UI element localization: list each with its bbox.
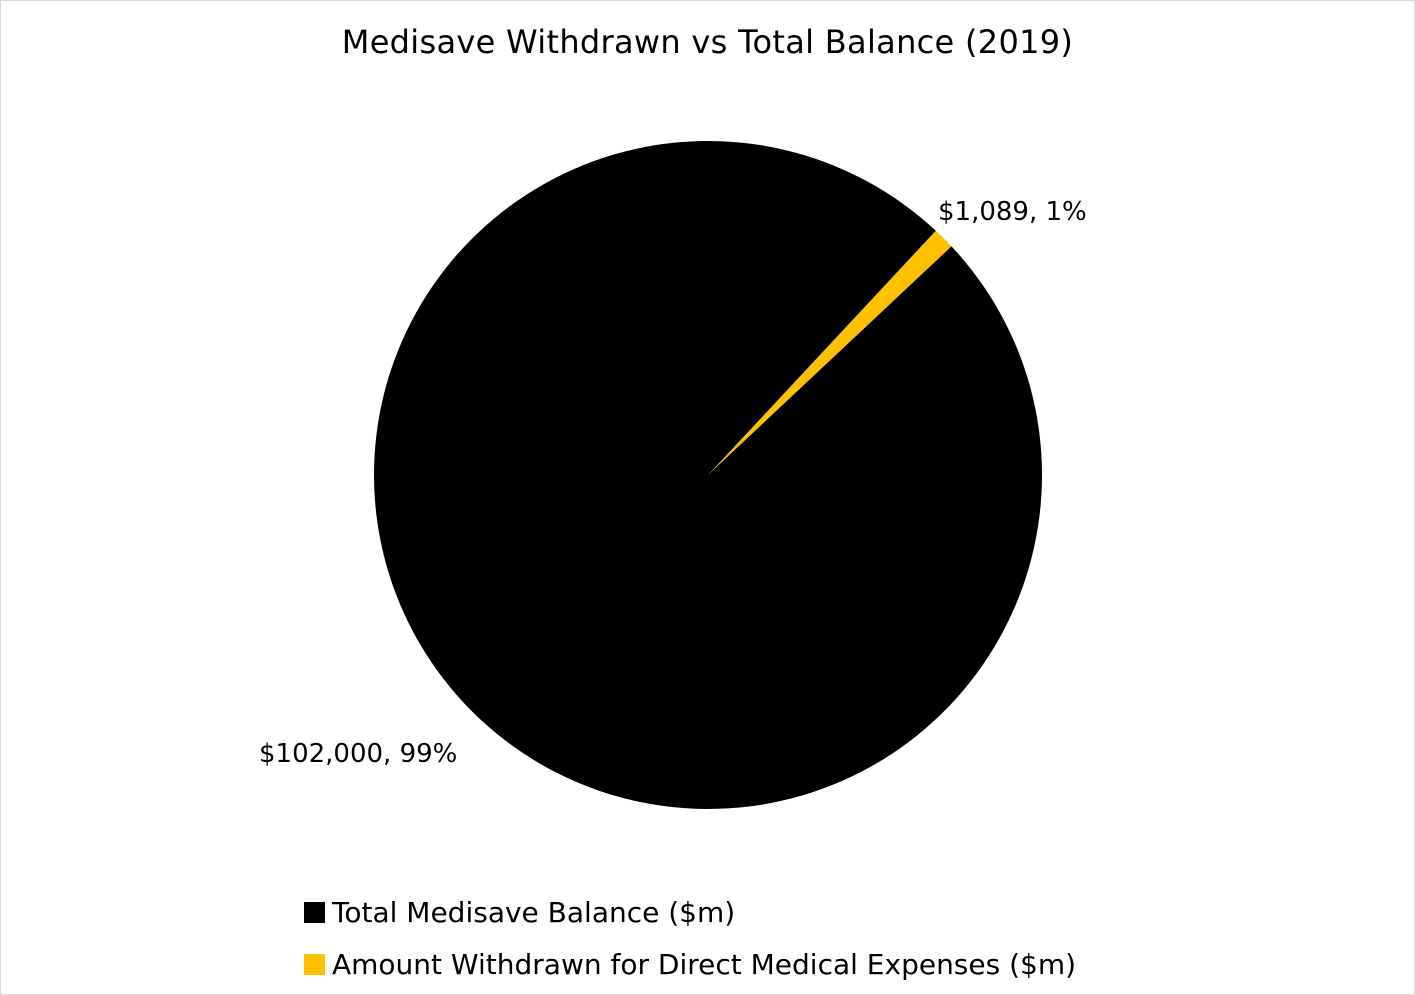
- chart-title: Medisave Withdrawn vs Total Balance (201…: [341, 23, 1074, 61]
- legend-swatch-withdrawn: [304, 953, 325, 975]
- pie-labels: $1,089, 1% $102,000, 99%: [259, 197, 1087, 769]
- legend-label-withdrawn: Amount Withdrawn for Direct Medical Expe…: [332, 947, 1077, 981]
- legend-item-total-balance: Total Medisave Balance ($m): [304, 886, 1076, 938]
- pie-slices: [373, 140, 1042, 809]
- legend-item-withdrawn: Amount Withdrawn for Direct Medical Expe…: [304, 938, 1076, 990]
- pie-slice-total-balance: [373, 140, 1042, 809]
- pie-slice-withdrawn: [708, 230, 952, 475]
- legend-label-total-balance: Total Medisave Balance ($m): [332, 895, 736, 929]
- slice-label-withdrawn: $1,089, 1%: [938, 197, 1087, 227]
- legend-swatch-total-balance: [304, 901, 325, 923]
- slice-label-balance: $102,000, 99%: [259, 739, 457, 769]
- legend: Total Medisave Balance ($m) Amount Withd…: [304, 886, 1076, 990]
